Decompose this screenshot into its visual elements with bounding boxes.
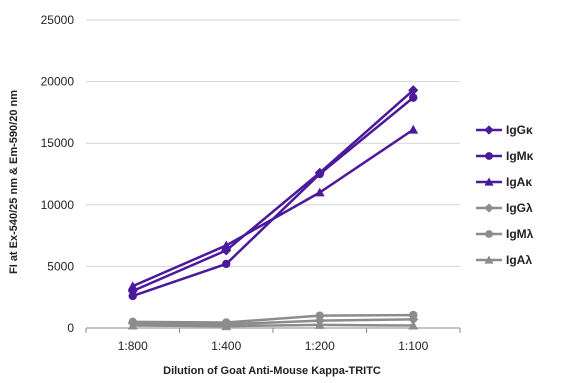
legend-marker	[484, 125, 494, 135]
x-tick-label: 1:100	[398, 339, 428, 353]
x-axis-title: Dilution of Goat Anti-Mouse Kappa-TRITC	[163, 365, 381, 377]
data-point	[128, 291, 137, 301]
data-point	[127, 320, 138, 330]
y-axis-title: FI at Ex-540/25 nm & Em-590/20 nm	[8, 90, 20, 274]
data-point	[314, 187, 325, 197]
data-point	[315, 169, 324, 179]
x-axis: 1:800 1:400 1:200 1:100	[85, 327, 461, 353]
series-3	[127, 124, 419, 291]
series-line	[132, 313, 414, 324]
legend-marker	[484, 203, 494, 213]
series-line	[132, 128, 414, 288]
legend-label: IgMλ	[506, 227, 534, 241]
y-tick-label: 15000	[41, 136, 75, 150]
data-point	[315, 311, 324, 320]
legend-item: IgMκ	[476, 149, 534, 163]
legend-item: IgAλ	[476, 253, 532, 267]
legend-label: IgGκ	[506, 123, 533, 137]
series-6	[127, 320, 419, 331]
legend-marker	[485, 230, 493, 238]
legend-marker	[484, 177, 494, 186]
legend-label: IgGλ	[506, 201, 533, 215]
data-point	[221, 240, 232, 250]
y-tick-label: 5000	[47, 259, 74, 273]
x-tick-label: 1:400	[211, 339, 241, 353]
data-point	[408, 320, 419, 330]
data-point	[221, 321, 232, 331]
legend-item: IgGκ	[476, 123, 533, 137]
data-point	[409, 310, 418, 320]
data-point	[408, 314, 419, 325]
y-axis-ticks: 0 5000 10000 15000 20000 25000	[41, 13, 75, 335]
data-point	[314, 320, 325, 329]
series-line	[132, 318, 414, 326]
series-1	[127, 85, 419, 297]
legend-marker	[485, 152, 493, 160]
series-5	[128, 310, 418, 327]
x-tick-label: 1:200	[305, 339, 335, 353]
series-lines	[127, 85, 419, 331]
legend-item: IgGλ	[476, 201, 533, 215]
legend-label: IgAλ	[506, 253, 532, 267]
legend-item: IgAκ	[476, 175, 532, 189]
legend-item: IgMλ	[476, 227, 534, 241]
gridlines	[86, 19, 460, 267]
x-tick-label: 1:800	[118, 339, 148, 353]
y-tick-label: 0	[67, 321, 74, 335]
legend-label: IgMκ	[506, 149, 534, 163]
data-point	[127, 281, 138, 291]
legend-label: IgAκ	[506, 175, 532, 189]
series-line	[132, 323, 414, 328]
series-line	[132, 89, 415, 293]
legend: IgGκ IgMκ IgAκ IgGλ IgMλ IgAλ	[476, 123, 534, 267]
y-tick-label: 10000	[41, 198, 75, 212]
legend-marker	[484, 255, 494, 264]
data-point	[408, 124, 419, 134]
data-point	[409, 93, 418, 102]
y-tick-label: 25000	[41, 13, 75, 27]
data-point	[408, 85, 419, 96]
data-point	[222, 259, 231, 269]
y-tick-label: 20000	[41, 75, 75, 89]
